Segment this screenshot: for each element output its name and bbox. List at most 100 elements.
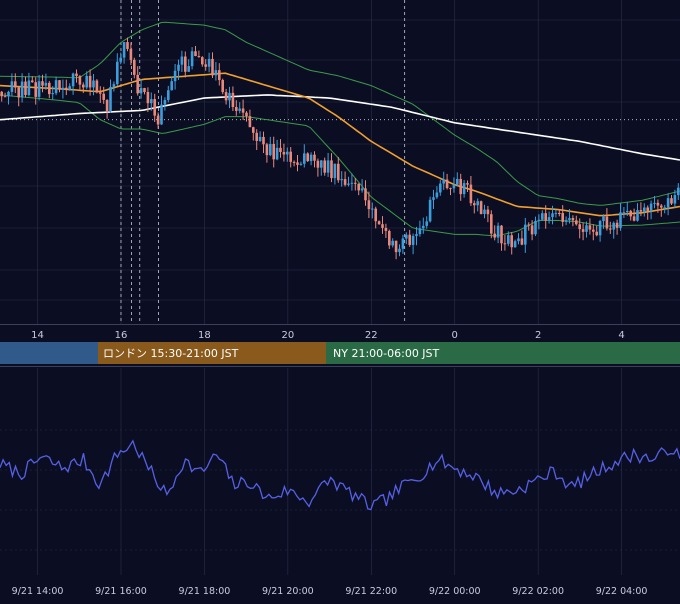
candle[interactable] [598, 219, 602, 242]
candle[interactable] [462, 180, 466, 198]
candle[interactable] [231, 86, 235, 111]
candle[interactable] [405, 232, 408, 245]
candle[interactable] [581, 222, 585, 241]
candle[interactable] [248, 109, 252, 128]
candle[interactable] [37, 74, 41, 101]
candle[interactable] [204, 59, 207, 71]
candle[interactable] [483, 204, 486, 219]
candle[interactable] [218, 63, 221, 86]
candle[interactable] [503, 235, 507, 251]
candle[interactable] [558, 209, 561, 217]
candle[interactable] [394, 240, 398, 260]
candle[interactable] [170, 76, 173, 91]
candle[interactable] [571, 215, 575, 227]
candle[interactable] [632, 208, 636, 222]
candle[interactable] [449, 187, 452, 196]
candle[interactable] [78, 74, 82, 90]
candle[interactable] [265, 142, 269, 163]
candle[interactable] [622, 207, 626, 219]
candle[interactable] [575, 215, 578, 226]
candle[interactable] [61, 79, 65, 99]
candle[interactable] [309, 152, 313, 166]
candle[interactable] [660, 203, 663, 217]
candle[interactable] [214, 61, 218, 81]
candle[interactable] [507, 231, 510, 247]
candle[interactable] [85, 71, 88, 90]
candle[interactable] [615, 219, 619, 235]
candle[interactable] [282, 143, 286, 162]
candle[interactable] [14, 73, 17, 94]
candle[interactable] [541, 210, 544, 221]
candle[interactable] [24, 76, 27, 98]
candle[interactable] [228, 86, 231, 109]
candle[interactable] [469, 176, 473, 206]
candle[interactable] [626, 201, 629, 217]
candle[interactable] [68, 83, 71, 91]
candle[interactable] [71, 72, 75, 95]
candle[interactable] [357, 183, 360, 196]
candle[interactable] [82, 82, 85, 94]
candle[interactable] [439, 179, 442, 196]
candle[interactable] [109, 79, 112, 113]
candle[interactable] [187, 59, 190, 72]
candle[interactable] [0, 90, 3, 102]
candle[interactable] [238, 102, 241, 114]
candle[interactable] [48, 81, 51, 99]
candle[interactable] [296, 155, 299, 172]
candle[interactable] [602, 214, 605, 229]
candle[interactable] [326, 152, 330, 177]
candle[interactable] [235, 100, 238, 116]
candle[interactable] [445, 173, 449, 190]
candle[interactable] [517, 233, 520, 245]
candle[interactable] [337, 156, 340, 183]
candle[interactable] [224, 88, 228, 105]
candle[interactable] [564, 216, 568, 226]
candle[interactable] [360, 179, 364, 193]
candlesticks[interactable] [0, 37, 680, 260]
candle[interactable] [568, 209, 571, 224]
candle[interactable] [415, 226, 418, 246]
candle[interactable] [51, 85, 54, 100]
candle[interactable] [639, 202, 643, 217]
candle[interactable] [320, 159, 323, 176]
candle[interactable] [88, 69, 92, 96]
candle[interactable] [184, 51, 187, 78]
candle[interactable] [649, 200, 653, 220]
candle[interactable] [116, 53, 119, 86]
candle[interactable] [20, 73, 24, 103]
candle[interactable] [323, 157, 326, 176]
candle[interactable] [547, 211, 551, 224]
candle[interactable] [588, 218, 592, 235]
candle[interactable] [513, 239, 517, 248]
candle[interactable] [112, 81, 116, 92]
candle[interactable] [585, 221, 588, 238]
candle[interactable] [578, 218, 581, 239]
candle[interactable] [160, 95, 163, 125]
candle[interactable] [333, 163, 337, 185]
candle[interactable] [252, 126, 255, 141]
candle[interactable] [537, 214, 541, 230]
candle[interactable] [343, 171, 347, 187]
candle[interactable] [612, 221, 615, 239]
candle[interactable] [292, 160, 296, 167]
candle[interactable] [150, 92, 153, 111]
candle[interactable] [452, 177, 456, 193]
candle[interactable] [313, 151, 316, 168]
candle[interactable] [153, 93, 156, 122]
candle[interactable] [133, 57, 136, 79]
candle[interactable] [673, 189, 677, 209]
candle[interactable] [411, 233, 415, 255]
candle[interactable] [299, 161, 303, 166]
candle[interactable] [65, 79, 68, 96]
candle[interactable] [340, 171, 343, 187]
candle[interactable] [629, 209, 632, 221]
candle[interactable] [479, 200, 483, 215]
candle[interactable] [211, 52, 214, 78]
candle[interactable] [643, 203, 646, 217]
candle[interactable] [180, 50, 184, 72]
candle[interactable] [44, 73, 48, 90]
candle[interactable] [194, 45, 197, 57]
candle[interactable] [54, 76, 58, 96]
candle[interactable] [258, 131, 262, 143]
candle[interactable] [524, 217, 527, 253]
